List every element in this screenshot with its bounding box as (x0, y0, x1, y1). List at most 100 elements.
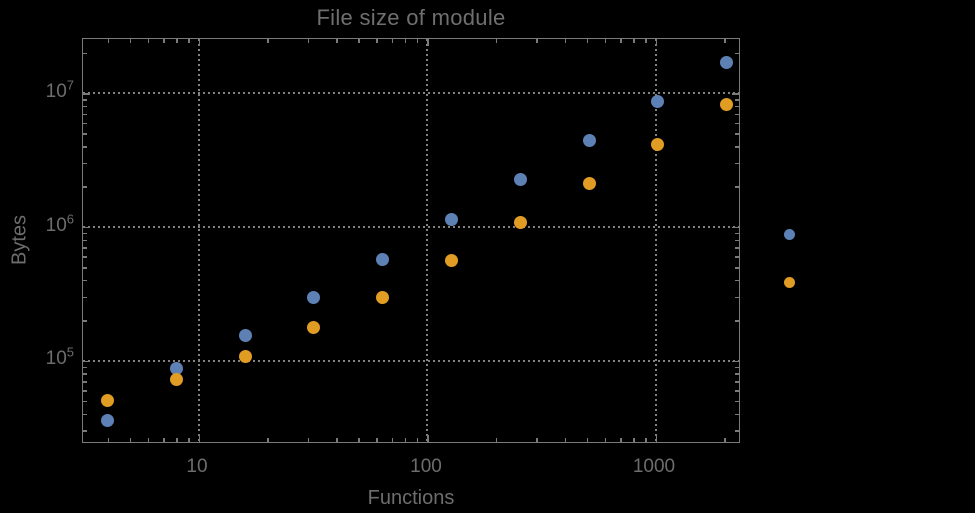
y-tick (83, 381, 87, 383)
y-tick (735, 113, 739, 116)
y-tick (83, 162, 87, 165)
x-tick (404, 438, 407, 442)
y-tick (83, 239, 87, 242)
gridline-y-1e5 (83, 359, 739, 362)
x-tick (536, 39, 538, 43)
y-tick-label-1e6: 106 (14, 211, 74, 237)
y-tick (83, 413, 87, 416)
y-tick (83, 366, 87, 369)
x-tick (416, 438, 419, 442)
y-tick (83, 360, 90, 362)
data-point-series-orange (169, 373, 183, 387)
y-tick (735, 146, 739, 148)
x-tick (724, 39, 726, 43)
x-tick (495, 438, 498, 442)
x-tick (645, 438, 647, 442)
x-tick (188, 438, 190, 442)
y-tick (735, 400, 739, 403)
y-tick (83, 279, 87, 282)
y-tick (735, 52, 739, 55)
data-point-series-blue (169, 362, 183, 376)
data-point-series-orange (238, 349, 252, 363)
y-tick (83, 52, 87, 55)
x-tick (620, 438, 622, 442)
data-point-series-blue (513, 173, 527, 187)
data-point-series-orange (101, 394, 115, 408)
x-tick (147, 438, 150, 442)
x-tick (147, 39, 150, 43)
gridline-x-1000 (654, 39, 657, 442)
x-tick (188, 39, 190, 43)
gridline-y-1e6 (83, 225, 739, 228)
y-tick (83, 320, 87, 322)
y-tick (83, 133, 87, 135)
gridline-y-1e7 (83, 92, 739, 94)
y-tick (83, 267, 87, 269)
data-point-series-blue (582, 134, 596, 148)
y-tick (735, 413, 739, 416)
y-tick (735, 279, 739, 282)
x-tick (586, 39, 589, 43)
y-tick (83, 400, 87, 403)
x-tick (376, 39, 378, 43)
y-tick (83, 105, 87, 108)
y-tick-base: 10 (45, 215, 67, 236)
y-tick (83, 430, 87, 432)
y-tick (735, 430, 739, 432)
x-tick (427, 39, 429, 46)
y-tick-base: 10 (45, 348, 67, 369)
y-tick (735, 133, 739, 135)
data-point-series-orange (444, 253, 458, 267)
y-tick (735, 390, 739, 392)
y-tick-label-1e7: 107 (14, 77, 74, 103)
x-tick (655, 435, 657, 442)
x-tick (307, 39, 310, 43)
y-tick (732, 360, 739, 362)
y-tick (735, 366, 739, 369)
y-tick (735, 373, 739, 375)
x-tick (163, 438, 165, 442)
y-tick (83, 113, 87, 116)
x-tick (604, 438, 607, 442)
x-tick (655, 39, 657, 46)
y-tick (83, 296, 87, 299)
x-tick (564, 438, 567, 442)
x-tick (564, 39, 567, 43)
y-tick (735, 247, 739, 249)
y-tick (735, 239, 739, 242)
y-tick (735, 267, 739, 269)
y-tick (735, 296, 739, 299)
x-tick (176, 39, 178, 43)
x-tick (391, 39, 394, 43)
x-tick (416, 39, 419, 43)
y-tick (735, 122, 739, 125)
x-tick-label-100: 100 (410, 456, 442, 477)
y-tick-base: 10 (45, 81, 67, 102)
x-axis-label: Functions (367, 487, 455, 509)
y-tick (83, 93, 90, 95)
x-tick (376, 438, 378, 442)
data-point-series-blue (307, 291, 321, 305)
gridline-x-100 (426, 39, 428, 442)
gridline-x-10 (197, 39, 200, 442)
plot-area (82, 38, 740, 443)
data-point-series-blue (101, 414, 115, 428)
x-tick (724, 438, 726, 442)
y-tick (83, 373, 87, 375)
data-point-series-blue (651, 95, 665, 109)
y-tick-exponent: 5 (66, 344, 74, 360)
data-point-series-orange (651, 138, 665, 152)
data-point-series-blue (376, 252, 390, 266)
legend-marker-orange (784, 276, 795, 288)
y-tick-label-1e5: 105 (14, 344, 74, 370)
x-tick (536, 438, 538, 442)
x-tick (586, 438, 589, 442)
y-tick (83, 390, 87, 392)
x-tick-label-1000: 1000 (632, 456, 676, 477)
y-tick-exponent: 6 (66, 211, 74, 227)
x-tick (427, 435, 429, 442)
x-tick (391, 438, 394, 442)
legend-marker-blue (784, 228, 795, 240)
y-tick-exponent: 7 (66, 77, 74, 93)
